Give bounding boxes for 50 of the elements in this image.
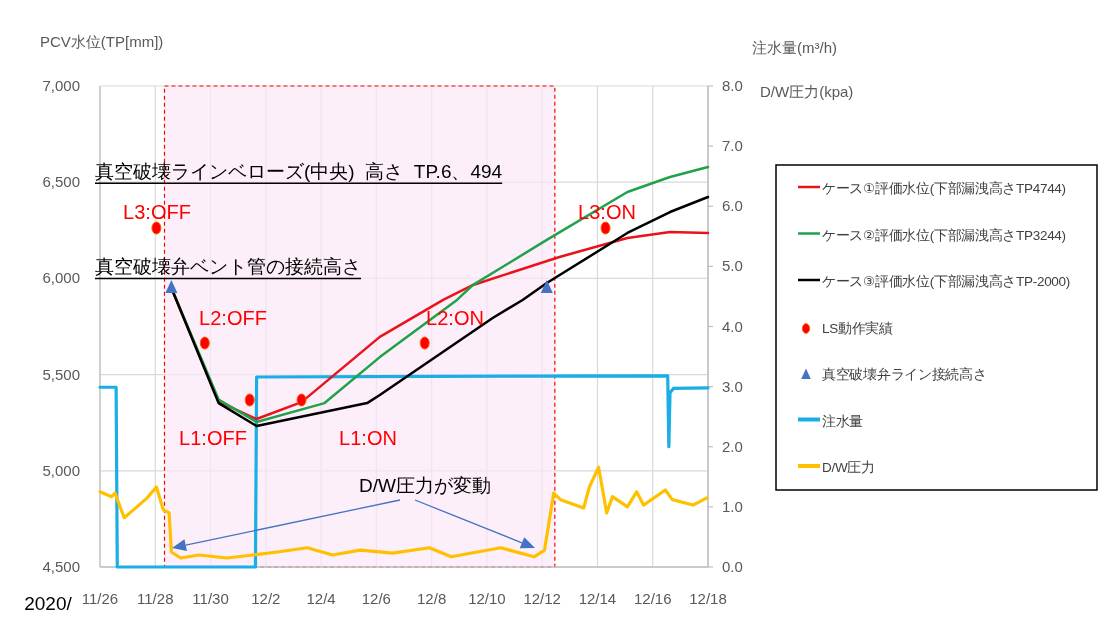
- legend-label: ケース①評価水位(下部漏洩高さTP4744): [822, 181, 1066, 196]
- annotation: D/W圧力が変動: [359, 475, 491, 496]
- x-tick-label: 12/10: [468, 590, 506, 607]
- annotation: L1:ON: [339, 427, 397, 449]
- point: [244, 393, 255, 407]
- x-tick-label: 11/28: [137, 590, 174, 607]
- point: [151, 221, 162, 235]
- annotation: 2020/: [24, 593, 72, 614]
- y-axis-title: PCV水位(TP[mm]): [40, 33, 164, 50]
- legend-label: 注水量: [822, 413, 864, 429]
- y-tick-label: 4,500: [42, 558, 80, 575]
- y-tick-label: 7,000: [42, 77, 80, 94]
- y2-tick-label: 4.0: [722, 317, 743, 335]
- legend-label: ケース③評価水位(下部漏洩高さTP-2000): [822, 274, 1070, 289]
- y2-tick-label: 8.0: [722, 77, 743, 94]
- y2-tick-label: 5.0: [722, 257, 743, 275]
- y2-tick-label: 2.0: [722, 437, 743, 455]
- legend-label: 真空破壊弁ライン接続高さ: [822, 367, 987, 382]
- y2-tick-label: 3.0: [722, 377, 743, 395]
- x-tick-label: 12/6: [361, 590, 391, 607]
- x-tick-label: 11/30: [192, 590, 229, 607]
- x-tick-label: 12/12: [523, 590, 561, 607]
- legend-label: LS動作実績: [822, 320, 894, 336]
- x-tick-label: 12/8: [417, 590, 447, 607]
- annotation: L1:OFF: [179, 427, 247, 449]
- y-tick-label: 6,500: [42, 173, 80, 191]
- y2-tick-label: 0.0: [722, 558, 743, 575]
- x-tick-label: 12/14: [578, 590, 617, 607]
- x-tick-label: 12/2: [251, 590, 281, 607]
- point: [600, 221, 611, 235]
- legend-label: D/W圧力: [822, 460, 875, 475]
- y2-tick-label: 7.0: [722, 137, 743, 155]
- x-tick-label: 12/4: [306, 590, 336, 607]
- y-tick-label: 5,500: [42, 365, 80, 383]
- legend-label: ケース②評価水位(下部漏洩高さTP3244): [822, 227, 1066, 243]
- point: [296, 393, 307, 407]
- y-tick-label: 6,000: [42, 269, 80, 287]
- point: [419, 336, 430, 350]
- x-tick-label: 12/16: [633, 590, 672, 607]
- text: 注水量(m³/h) D/W圧力(kpa): [752, 39, 854, 100]
- x-tick-label: 11/26: [81, 590, 119, 607]
- annotation: L2:OFF: [199, 307, 267, 329]
- y-tick-label: 5,000: [42, 461, 80, 479]
- point: [165, 280, 178, 294]
- y2-tick-label: 6.0: [722, 197, 743, 215]
- point: [199, 336, 210, 350]
- annotation: L3:OFF: [123, 201, 191, 223]
- point: [540, 280, 553, 294]
- x-tick-label: 12/18: [689, 590, 727, 607]
- y2-tick-label: 1.0: [722, 497, 743, 515]
